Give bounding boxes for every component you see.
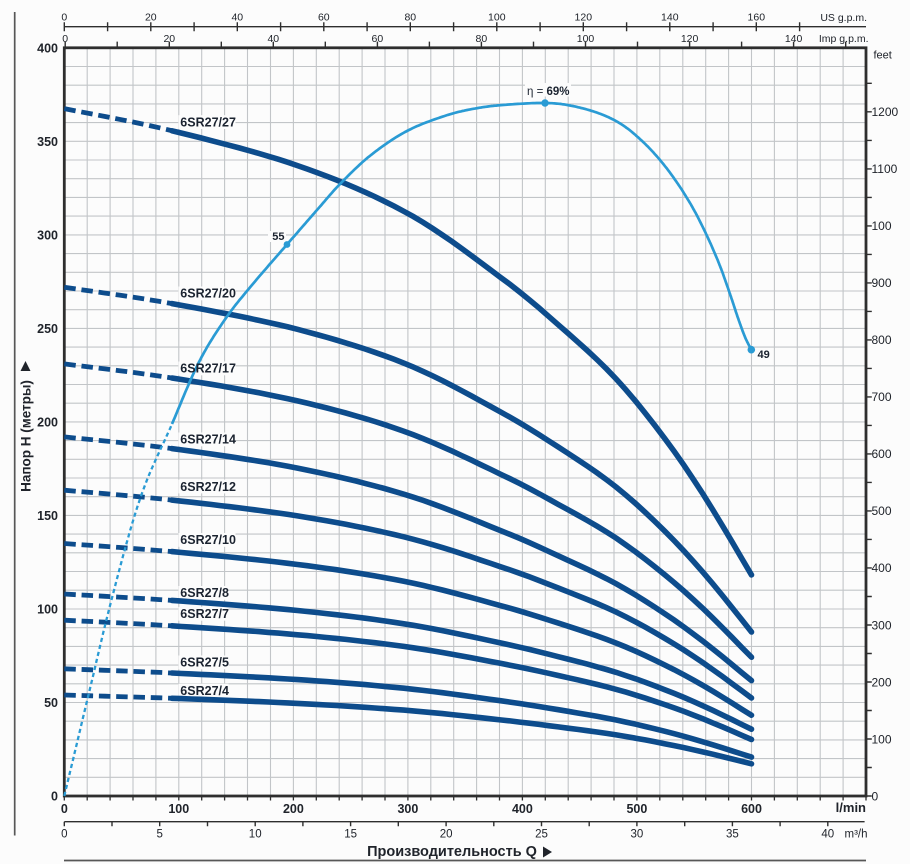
svg-text:25: 25 <box>535 829 548 841</box>
svg-text:40: 40 <box>821 829 834 841</box>
svg-text:600: 600 <box>872 447 892 461</box>
svg-text:80: 80 <box>476 33 488 45</box>
svg-text:6SR27/12: 6SR27/12 <box>180 480 236 494</box>
svg-text:400: 400 <box>872 561 892 575</box>
svg-text:30: 30 <box>631 829 644 841</box>
svg-text:60: 60 <box>318 12 330 24</box>
svg-text:0: 0 <box>61 12 67 24</box>
svg-text:40: 40 <box>231 12 243 24</box>
svg-text:5: 5 <box>156 829 162 841</box>
svg-text:6SR27/4: 6SR27/4 <box>180 684 229 698</box>
svg-text:η = 69%: η = 69% <box>527 86 570 98</box>
svg-text:500: 500 <box>872 504 892 518</box>
svg-text:10: 10 <box>249 829 262 841</box>
svg-text:200: 200 <box>283 802 304 816</box>
svg-text:6SR27/5: 6SR27/5 <box>180 656 229 670</box>
svg-text:1200: 1200 <box>872 105 899 119</box>
svg-text:40: 40 <box>267 33 279 45</box>
svg-text:6SR27/10: 6SR27/10 <box>180 533 236 547</box>
svg-text:6SR27/20: 6SR27/20 <box>180 287 236 301</box>
svg-text:US g.p.m.: US g.p.m. <box>820 12 867 24</box>
svg-text:140: 140 <box>785 33 803 45</box>
svg-text:Производительность Q: Производительность Q <box>367 844 537 860</box>
svg-text:600: 600 <box>741 802 762 816</box>
svg-text:20: 20 <box>163 33 175 45</box>
svg-text:200: 200 <box>37 416 58 430</box>
svg-text:100: 100 <box>872 732 892 746</box>
svg-text:0: 0 <box>872 789 879 803</box>
svg-text:100: 100 <box>168 802 189 816</box>
svg-text:50: 50 <box>44 696 58 710</box>
svg-text:700: 700 <box>872 390 892 404</box>
svg-text:1100: 1100 <box>872 162 898 176</box>
svg-text:60: 60 <box>372 33 384 45</box>
svg-text:120: 120 <box>575 12 593 24</box>
svg-text:300: 300 <box>37 229 58 243</box>
svg-text:6SR27/8: 6SR27/8 <box>180 586 229 600</box>
svg-text:300: 300 <box>397 802 418 816</box>
svg-text:0: 0 <box>61 829 67 841</box>
svg-text:35: 35 <box>726 829 739 841</box>
svg-text:6SR27/14: 6SR27/14 <box>180 433 236 447</box>
svg-text:400: 400 <box>512 802 533 816</box>
svg-text:500: 500 <box>626 802 647 816</box>
svg-text:150: 150 <box>37 509 58 523</box>
svg-text:100: 100 <box>872 219 892 233</box>
svg-text:80: 80 <box>404 12 416 24</box>
svg-text:250: 250 <box>37 322 58 336</box>
svg-text:140: 140 <box>661 12 679 24</box>
svg-text:15: 15 <box>344 829 357 841</box>
svg-text:0: 0 <box>62 33 68 45</box>
svg-text:120: 120 <box>681 33 699 45</box>
svg-text:300: 300 <box>872 618 892 632</box>
svg-text:400: 400 <box>37 41 58 55</box>
svg-text:160: 160 <box>748 12 766 24</box>
svg-text:100: 100 <box>37 603 58 617</box>
svg-text:m³/h: m³/h <box>845 829 868 841</box>
svg-text:6SR27/17: 6SR27/17 <box>180 362 236 376</box>
svg-text:0: 0 <box>61 802 68 816</box>
svg-text:6SR27/7: 6SR27/7 <box>180 607 229 621</box>
svg-text:200: 200 <box>872 675 892 689</box>
svg-text:49: 49 <box>758 349 770 361</box>
svg-text:Напор H (метры): Напор H (метры) <box>19 380 34 492</box>
svg-text:350: 350 <box>37 135 58 149</box>
svg-text:l/min: l/min <box>836 800 866 815</box>
svg-text:100: 100 <box>488 12 506 24</box>
svg-text:55: 55 <box>272 231 284 243</box>
svg-text:Imp g.p.m.: Imp g.p.m. <box>819 33 869 45</box>
svg-text:900: 900 <box>872 276 892 290</box>
svg-text:800: 800 <box>872 333 892 347</box>
svg-text:6SR27/27: 6SR27/27 <box>180 115 236 129</box>
svg-text:0: 0 <box>51 790 58 804</box>
svg-text:20: 20 <box>440 829 453 841</box>
svg-text:100: 100 <box>577 33 595 45</box>
svg-text:feet: feet <box>874 50 892 62</box>
svg-text:20: 20 <box>145 12 157 24</box>
